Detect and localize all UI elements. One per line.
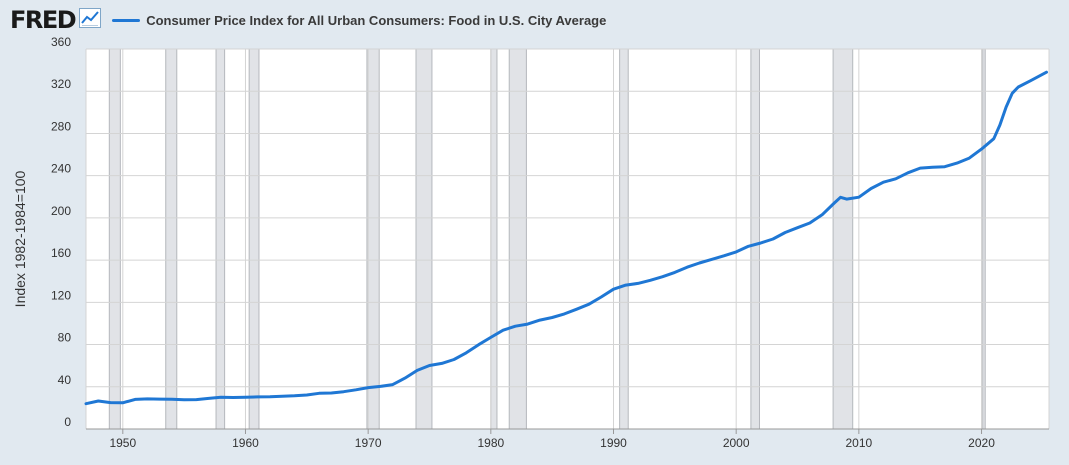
recession-band <box>215 48 226 430</box>
plot-area <box>86 49 1049 429</box>
recession-band <box>165 48 178 430</box>
y-tick-label: 280 <box>51 119 71 133</box>
line-chart-icon <box>79 7 102 33</box>
y-axis-ticks: 0 40 80 120 160 200 240 280 320 360 <box>51 35 71 429</box>
recession-band <box>490 48 498 430</box>
chart-header: FRED Consumer Price Index for All Urban … <box>10 6 606 34</box>
x-tick-label: 1960 <box>232 436 259 450</box>
y-tick-label: 360 <box>51 35 71 49</box>
recession-band <box>248 48 260 430</box>
y-tick-label: 80 <box>58 331 72 345</box>
x-tick-label: 2010 <box>846 436 873 450</box>
y-tick-label: 120 <box>51 288 71 302</box>
x-tick-label: 1950 <box>109 436 136 450</box>
recession-band <box>508 48 527 430</box>
y-axis-title: Index 1982-1984=100 <box>12 170 28 307</box>
recession-band <box>750 48 760 430</box>
recession-band <box>832 48 854 430</box>
y-tick-label: 160 <box>51 246 71 260</box>
x-tick-label: 2020 <box>968 436 995 450</box>
x-axis-ticks: 1950 1960 1970 1980 1990 2000 2010 2020 <box>86 428 1049 450</box>
legend-swatch <box>112 18 141 22</box>
fred-logo[interactable]: FRED <box>10 6 77 34</box>
recession-band <box>415 48 433 430</box>
recession-band <box>108 48 121 430</box>
y-tick-label: 0 <box>64 415 71 429</box>
series-line <box>84 70 1048 406</box>
legend-label: Consumer Price Index for All Urban Consu… <box>146 12 607 28</box>
recession-band <box>619 48 629 430</box>
y-tick-label: 40 <box>58 373 72 387</box>
y-tick-label: 200 <box>51 204 71 218</box>
recession-band <box>982 48 986 430</box>
y-tick-label: 320 <box>51 77 71 91</box>
legend: Consumer Price Index for All Urban Consu… <box>112 13 606 28</box>
recession-band <box>366 48 380 430</box>
y-tick-label: 240 <box>51 162 71 176</box>
x-tick-label: 1990 <box>600 436 627 450</box>
x-tick-label: 2000 <box>723 436 750 450</box>
x-tick-label: 1970 <box>355 436 382 450</box>
x-tick-label: 1980 <box>477 436 504 450</box>
